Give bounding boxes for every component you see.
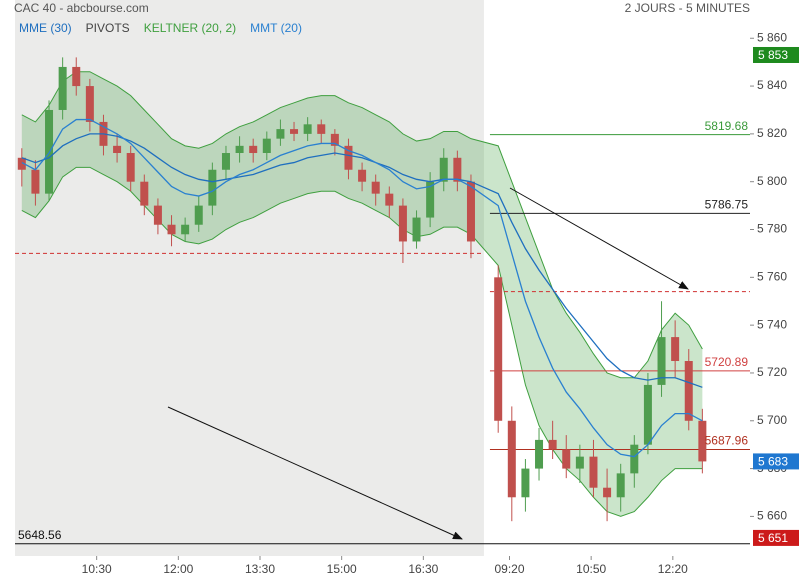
pivot-label: 5687.96 xyxy=(705,434,749,448)
x-tick-label: 15:00 xyxy=(327,562,357,576)
candle-body xyxy=(385,193,394,206)
y-tick-label: 5 760 xyxy=(757,269,787,283)
candle-body xyxy=(208,169,217,206)
candle-body xyxy=(194,205,203,225)
candle-body xyxy=(698,420,707,462)
y-tick-label: 5 800 xyxy=(757,174,787,188)
candle-body xyxy=(58,66,67,110)
candle-body xyxy=(249,145,258,154)
last-value-box xyxy=(753,529,799,546)
ma-line xyxy=(21,133,703,388)
last-value-label: 5 683 xyxy=(758,455,788,469)
candle-body xyxy=(72,66,81,87)
y-tick-label: 5 840 xyxy=(757,78,787,92)
x-tick-label: 09:20 xyxy=(494,562,524,576)
keltner-lower xyxy=(21,166,703,517)
candle-body xyxy=(262,138,271,154)
candle-body xyxy=(671,337,680,362)
candle-body xyxy=(371,181,380,194)
candle-body xyxy=(589,456,598,488)
y-tick-label: 5 700 xyxy=(757,413,787,427)
candle-body xyxy=(521,468,530,498)
last-value-box xyxy=(753,46,799,63)
pivot-label: 5819.68 xyxy=(705,119,749,133)
y-tick-label: 5 720 xyxy=(757,365,787,379)
y-tick-label: 5 740 xyxy=(757,317,787,331)
candle-body xyxy=(562,449,571,469)
candle-body xyxy=(153,205,162,225)
candle-body xyxy=(140,181,149,206)
legend-item: KELTNER (20, 2) xyxy=(144,21,236,35)
candle-body xyxy=(167,224,176,235)
chart-subtitle: 2 JOURS - 5 MINUTES xyxy=(625,1,750,15)
candle-body xyxy=(603,487,612,498)
candle-body xyxy=(85,86,94,122)
candle-body xyxy=(439,157,448,182)
candle-body xyxy=(330,133,339,146)
legend-item: MME (30) xyxy=(19,21,72,35)
chart-title: CAC 40 - abcbourse.com xyxy=(14,1,149,15)
pivot-label: 5648.56 xyxy=(18,528,62,542)
ma-line xyxy=(21,118,703,458)
candle-body xyxy=(466,181,475,242)
legend-item: PIVOTS xyxy=(86,21,130,35)
candle-body xyxy=(113,145,122,154)
candle-body xyxy=(575,456,584,469)
x-tick-label: 13:30 xyxy=(245,562,275,576)
last-value-label: 5 651 xyxy=(758,531,788,545)
candle-body xyxy=(453,157,462,182)
candle-body xyxy=(426,181,435,218)
arrow xyxy=(509,187,689,290)
candle-body xyxy=(344,145,353,170)
candle-body xyxy=(494,277,503,421)
last-value-box xyxy=(753,453,799,470)
x-tick-label: 10:30 xyxy=(82,562,112,576)
candle-body xyxy=(303,124,312,134)
candle-body xyxy=(358,169,367,182)
x-tick-label: 10:50 xyxy=(576,562,606,576)
legend-item: MMT (20) xyxy=(250,21,302,35)
candle-body xyxy=(221,153,230,170)
x-tick-label: 12:20 xyxy=(658,562,688,576)
pivot-label: 5786.75 xyxy=(705,198,749,212)
candle-body xyxy=(507,420,516,498)
candle-body xyxy=(535,439,544,469)
y-tick-label: 5 820 xyxy=(757,126,787,140)
y-tick-label: 5 860 xyxy=(757,30,787,44)
candle-body xyxy=(398,205,407,242)
keltner-fill xyxy=(21,71,703,517)
candle-body xyxy=(412,217,421,242)
candle-body xyxy=(31,169,40,194)
candle-body xyxy=(616,473,625,498)
arrow xyxy=(167,406,463,540)
pivot-label: 5720.89 xyxy=(705,355,749,369)
candle-body xyxy=(17,157,26,170)
y-tick-label: 5 660 xyxy=(757,509,787,523)
candle-body xyxy=(126,153,135,182)
candle-body xyxy=(276,129,285,139)
candle-body xyxy=(643,384,652,445)
x-tick-label: 16:30 xyxy=(408,562,438,576)
y-tick-label: 5 780 xyxy=(757,222,787,236)
candle-body xyxy=(630,444,639,474)
axis-gutter xyxy=(750,0,800,580)
candle-body xyxy=(684,361,693,421)
candle-body xyxy=(290,129,299,134)
last-value-label: 5 853 xyxy=(758,48,788,62)
candle-body xyxy=(317,124,326,134)
x-tick-label: 12:00 xyxy=(163,562,193,576)
keltner-upper xyxy=(21,71,703,379)
candle-body xyxy=(657,337,666,385)
candle-body xyxy=(548,439,557,450)
candle-body xyxy=(235,145,244,154)
candle-body xyxy=(181,224,190,235)
